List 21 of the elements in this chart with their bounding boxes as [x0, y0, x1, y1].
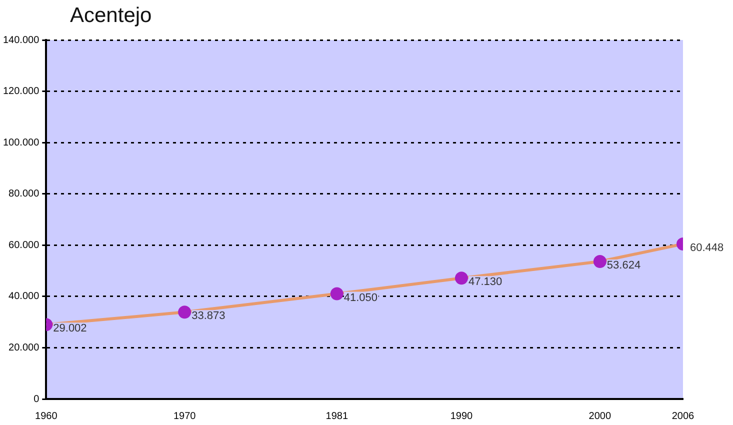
y-tick-label: 60.000 [8, 240, 40, 251]
y-tick-label: 40.000 [8, 291, 40, 302]
y-tick-label: 20.000 [8, 342, 40, 354]
x-tick-label: 2006 [672, 410, 695, 422]
x-tick-label: 1970 [173, 410, 196, 422]
data-label: 53.624 [606, 260, 641, 272]
chart-title: Acentejo [70, 4, 152, 28]
y-tick-label: 120.000 [2, 86, 40, 98]
x-tick-label: 1960 [35, 410, 58, 422]
data-label: 41.050 [344, 292, 378, 304]
y-tick-label: 0 [34, 394, 40, 405]
x-tick-label: 1990 [450, 410, 474, 422]
y-tick-label: 80.000 [8, 188, 40, 200]
x-tick-label: 1981 [326, 410, 348, 422]
data-label: 47.130 [468, 276, 502, 288]
y-tick-label: 140.000 [2, 34, 40, 46]
data-label: 33.873 [192, 310, 226, 322]
x-tick-label: 2000 [588, 410, 612, 422]
data-label: 29.002 [53, 322, 87, 335]
y-tick-label: 100.000 [2, 137, 40, 148]
data-label: 60.448 [690, 242, 724, 254]
